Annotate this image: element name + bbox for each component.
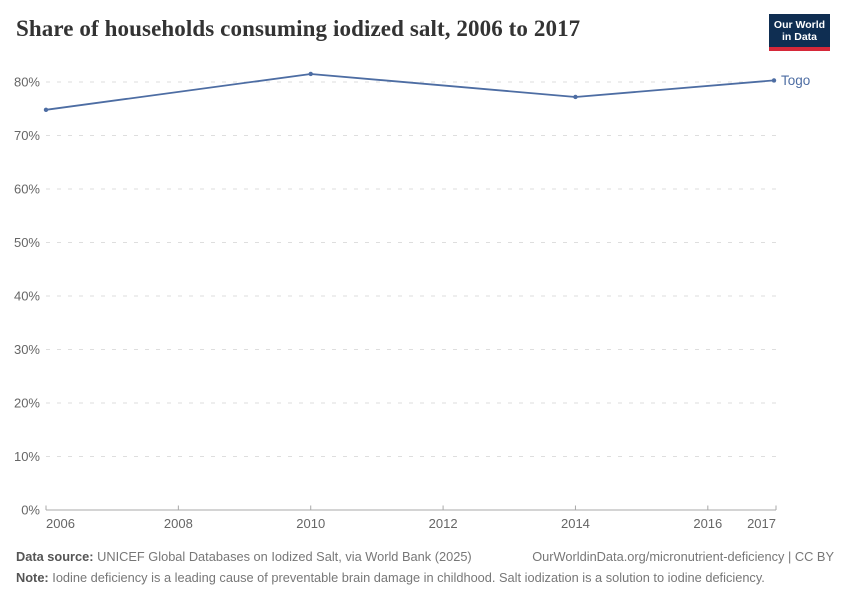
data-point-marker bbox=[771, 78, 777, 83]
y-axis-tick-label: 50% bbox=[14, 235, 40, 250]
x-axis-tick-label: 2014 bbox=[561, 516, 590, 531]
note-text: Iodine deficiency is a leading cause of … bbox=[48, 570, 765, 585]
owid-url-license-link[interactable]: OurWorldinData.org/micronutrient-deficie… bbox=[532, 549, 834, 564]
data-point-marker bbox=[308, 71, 313, 77]
series-line bbox=[45, 73, 775, 111]
owid-logo-line2: in Data bbox=[781, 30, 817, 43]
note-label: Note: bbox=[16, 570, 49, 585]
x-axis-tick-label: 2016 bbox=[693, 516, 722, 531]
note-line: Note: Iodine deficiency is a leading cau… bbox=[16, 567, 834, 588]
data-source-text: UNICEF Global Databases on Iodized Salt,… bbox=[93, 549, 472, 564]
data-source-label: Data source: bbox=[16, 549, 94, 564]
data-source-line: Data source: UNICEF Global Databases on … bbox=[16, 546, 472, 567]
x-axis-tick-label: 2012 bbox=[429, 516, 458, 531]
owid-logo[interactable]: Our World in Data bbox=[769, 14, 830, 51]
data-point-marker bbox=[573, 94, 578, 100]
owid-logo-line1: Our World bbox=[773, 18, 826, 31]
x-axis-tick-label: 2006 bbox=[46, 516, 75, 531]
y-axis-tick-label: 60% bbox=[14, 182, 40, 197]
x-axis-tick-label: 2010 bbox=[296, 516, 325, 531]
y-axis-tick-label: 0% bbox=[21, 503, 40, 518]
y-axis-tick-label: 30% bbox=[14, 342, 40, 357]
y-axis-tick-label: 40% bbox=[14, 289, 40, 304]
chart-title: Share of households consuming iodized sa… bbox=[16, 16, 581, 41]
x-axis-tick-label: 2017 bbox=[747, 516, 776, 531]
y-axis-tick-label: 20% bbox=[14, 396, 40, 411]
x-axis-tick-label: 2008 bbox=[164, 516, 193, 531]
y-axis-tick-label: 70% bbox=[14, 128, 40, 143]
y-axis-tick-label: 80% bbox=[14, 75, 40, 90]
chart-footer: Data source: UNICEF Global Databases on … bbox=[16, 546, 834, 588]
data-point-marker bbox=[43, 107, 49, 113]
series-entity-label: Togo bbox=[781, 73, 810, 88]
y-axis-tick-label: 10% bbox=[14, 449, 40, 464]
